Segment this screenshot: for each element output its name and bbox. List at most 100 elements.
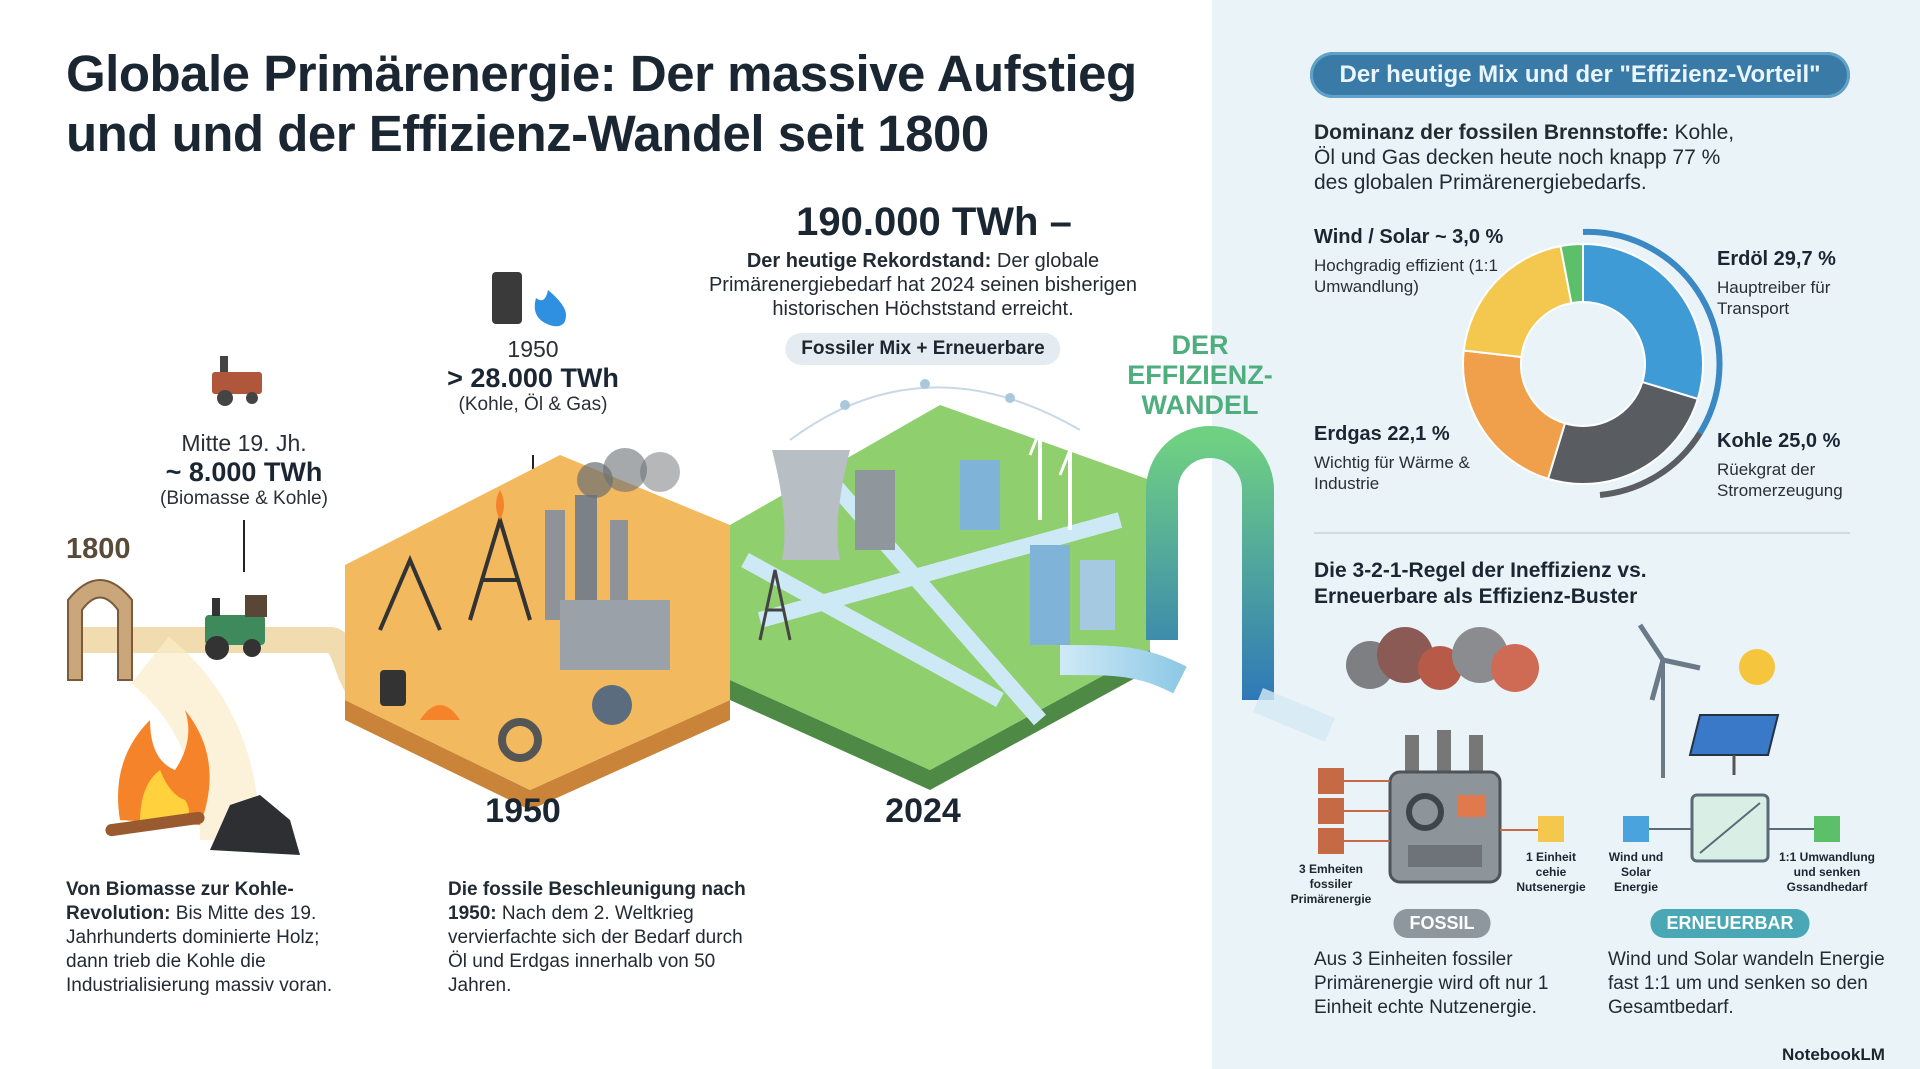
oil-icon-part bbox=[534, 290, 566, 327]
renewable-icon-part bbox=[1814, 816, 1840, 842]
renewable-icon-part bbox=[1637, 623, 1701, 701]
donut-accent bbox=[1582, 228, 1723, 498]
caption-body: Nach dem 2. Weltkrieg vervierfachte sich… bbox=[448, 903, 743, 996]
segment-note: Hauptreiber für Transport bbox=[1717, 278, 1831, 318]
renewable-badge: ERNEUERBAR bbox=[1650, 909, 1810, 938]
start-year: 1800 bbox=[66, 533, 131, 565]
locomotive-part bbox=[205, 636, 229, 660]
donut-accent-part bbox=[1599, 431, 1703, 498]
fossil-platform-part bbox=[640, 452, 680, 492]
campfire-part bbox=[210, 795, 300, 855]
fossil-icon-part bbox=[1437, 730, 1451, 780]
fossil-icon-part bbox=[1344, 780, 1538, 842]
transition-line: DER bbox=[1171, 330, 1229, 360]
caption: Die fossile Beschleunigung nach 1950: Na… bbox=[448, 878, 748, 998]
renewable-icon bbox=[1623, 623, 1840, 863]
segment-note: Wichtig für Wärme & Industrie bbox=[1314, 453, 1470, 493]
fossil-platform-part bbox=[560, 600, 670, 670]
campfire-part bbox=[118, 710, 210, 825]
locomotive bbox=[205, 356, 267, 660]
donut-segment bbox=[1462, 244, 1573, 359]
segment-label: Erdöl 29,7 % Hauptreiber für Transport bbox=[1717, 248, 1847, 319]
modern-platform-part bbox=[960, 460, 1000, 530]
segment-name: Erdgas 22,1 % bbox=[1314, 423, 1450, 445]
modern-platform-part bbox=[772, 450, 850, 560]
modern-platform-part bbox=[1005, 393, 1015, 403]
renewable-text: Wind und Solar wandeln Energie fast 1:1 … bbox=[1608, 949, 1885, 1018]
fossil-platform-part bbox=[345, 700, 730, 810]
donut-accent-part bbox=[1582, 228, 1723, 435]
fossil-badge: FOSSIL bbox=[1393, 909, 1491, 938]
segment-note: Hochgradig effizient (1:1 Umwandlung) bbox=[1314, 256, 1498, 296]
rule-heading: Die 3-2-1-Regel der Ineffizienz vs. Erne… bbox=[1314, 559, 1647, 608]
fossil-icon-part bbox=[1469, 735, 1483, 780]
donut-segment bbox=[1559, 242, 1584, 305]
efficiency-arch-part bbox=[1059, 645, 1187, 694]
segment-label: Wind / Solar ~ 3,0 % Hochgradig effizien… bbox=[1314, 226, 1504, 297]
fossil-platform bbox=[345, 448, 730, 810]
renewable-icon-part bbox=[1688, 714, 1780, 756]
milestone-sources: (Biomasse & Kohle) bbox=[160, 488, 328, 509]
fossil-output: 1 Einheit cehie Nutsenergie bbox=[1516, 850, 1586, 894]
milestone: 1950 > 28.000 TWh (Kohle, Öl & Gas) bbox=[447, 336, 619, 416]
fossil-icon-part bbox=[1318, 768, 1344, 794]
efficiency-arch bbox=[1059, 426, 1335, 742]
donut-segment bbox=[1582, 242, 1705, 401]
donut-segment bbox=[1462, 349, 1567, 481]
efficiency-arch-part bbox=[1146, 426, 1274, 700]
fossil-platform-part bbox=[380, 670, 406, 706]
record-text: Der heutige Rekordstand: Der globale Pri… bbox=[688, 249, 1158, 321]
fossil-icon-part bbox=[1406, 793, 1444, 831]
fossil-platform-part bbox=[592, 685, 632, 725]
record-body: Der globale Primärenergiebedarf hat 2024… bbox=[708, 250, 1138, 320]
milestone-sources: (Kohle, Öl & Gas) bbox=[458, 394, 608, 415]
caption-lead: Die fossile Beschleunigung nach 1950: bbox=[448, 879, 746, 924]
milestone-period: Mitte 19. Jh. bbox=[181, 430, 307, 456]
caption: Von Biomasse zur Kohle-Revolution: Bis M… bbox=[66, 878, 356, 998]
title: Globale Primärenergie: Der massive Aufst… bbox=[66, 44, 1137, 164]
locomotive-part bbox=[220, 356, 228, 372]
locomotive-part bbox=[243, 639, 261, 657]
fossil-input: 3 Emheiten fossiler Primärenergie bbox=[1290, 862, 1372, 906]
fossil-platform-part bbox=[575, 495, 597, 620]
campfire bbox=[105, 710, 300, 855]
fossil-icon-part bbox=[1318, 798, 1344, 824]
segment-label: Erdgas 22,1 % Wichtig für Wärme & Indust… bbox=[1314, 423, 1484, 494]
fossil-icon bbox=[1318, 627, 1564, 884]
campfire-part bbox=[105, 811, 205, 837]
modern-platform-part bbox=[730, 650, 1150, 790]
modern-platform bbox=[730, 379, 1150, 790]
right-panel bbox=[1212, 0, 1920, 1069]
fossil-icon-part bbox=[1491, 644, 1539, 692]
transition-line: WANDEL bbox=[1141, 390, 1259, 420]
caption-body: Bis Mitte des 19. Jahrhunderts dominiert… bbox=[66, 903, 333, 996]
renewable-input: Wind und Solar Energie bbox=[1608, 850, 1664, 894]
fossil-icon-part bbox=[1405, 735, 1419, 780]
gate bbox=[67, 579, 133, 681]
oil-icon-part bbox=[492, 272, 522, 324]
renewable-icon-part bbox=[1739, 649, 1775, 685]
caption-lead: Von Biomasse zur Kohle-Revolution: bbox=[66, 879, 294, 924]
fossil-platform-part bbox=[420, 705, 460, 720]
locomotive-part bbox=[217, 390, 233, 406]
record-badge: Fossiler Mix + Erneuerbare bbox=[785, 333, 1061, 365]
campfire-part bbox=[140, 770, 189, 825]
renewable-icon-part bbox=[1623, 816, 1649, 842]
locomotive-part bbox=[246, 392, 258, 404]
modern-platform-part bbox=[1080, 560, 1115, 630]
fossil-platform-part bbox=[378, 554, 442, 631]
segment-name: Kohle 25,0 % bbox=[1717, 430, 1841, 452]
fossil-text: Aus 3 Einheiten fossiler Primärenergie w… bbox=[1314, 949, 1549, 1018]
modern-platform-part bbox=[789, 386, 1081, 441]
segment-name: Erdöl 29,7 % bbox=[1717, 248, 1836, 270]
fossil-platform-part bbox=[610, 520, 628, 620]
modern-platform-part bbox=[920, 379, 930, 389]
segment-note: Rüekgrat der Stromerzeugung bbox=[1717, 460, 1843, 500]
transition-label: DER EFFIZIENZ- WANDEL bbox=[1127, 330, 1272, 420]
renewable-icon-part bbox=[1699, 802, 1761, 854]
fossil-platform-part bbox=[545, 510, 565, 620]
fossil-icon-part bbox=[1408, 845, 1482, 867]
fossil-icon-part bbox=[1418, 646, 1462, 690]
modern-platform-part bbox=[758, 569, 792, 641]
